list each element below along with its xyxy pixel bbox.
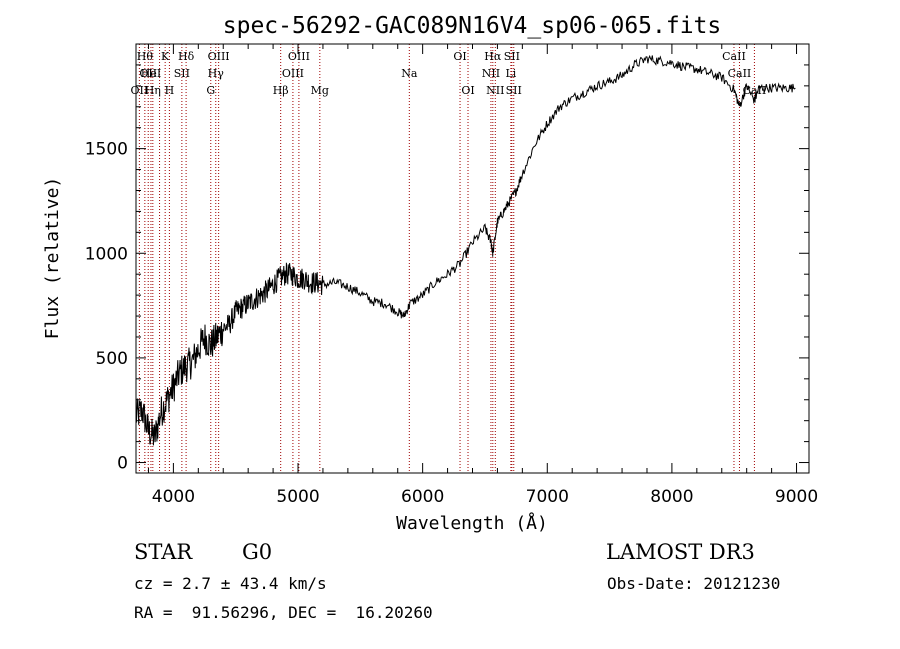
- y-tick-label-0: 0: [117, 454, 128, 474]
- line-label-4: Hη: [145, 84, 161, 97]
- line-label-27: CaII: [728, 67, 752, 80]
- redshift-info: cz = 2.7 ± 43.4 km/s: [134, 574, 327, 593]
- survey-name: LAMOST DR3: [606, 540, 755, 564]
- spectrum-series-line: [135, 54, 796, 446]
- line-label-14: OIII: [282, 67, 304, 80]
- line-label-2: OII: [131, 84, 149, 97]
- object-class: STAR: [134, 540, 193, 564]
- line-label-6: K: [161, 50, 170, 63]
- line-label-20: NII: [482, 67, 500, 80]
- y-axis-label: Flux (relative): [42, 177, 63, 340]
- x-tick-label-2: 6000: [401, 487, 444, 507]
- line-label-23: Li: [505, 67, 516, 80]
- plot-frame: [135, 43, 810, 474]
- line-label-8: SII: [174, 67, 190, 80]
- coordinates: RA = 91.56296, DEC = 16.20260: [134, 603, 433, 622]
- line-label-7: H: [165, 84, 175, 97]
- emission-line-labels: HθOIIOIIHeIHηKHSIIHδGHγOIIIHβOIIIOIIIMgN…: [131, 50, 767, 97]
- line-label-3: HeI: [141, 67, 161, 80]
- line-label-25: SII: [506, 84, 522, 97]
- line-label-21: Hα: [484, 50, 502, 63]
- x-tick-label-1: 5000: [276, 487, 319, 507]
- x-tick-label-5: 9000: [775, 487, 818, 507]
- chart-title: spec-56292-GAC089N16V4_sp06-065.fits: [223, 13, 722, 39]
- y-tick-label-3: 1500: [85, 140, 128, 160]
- y-tick-label-1: 500: [96, 349, 128, 369]
- line-label-11: Hγ: [208, 67, 225, 80]
- line-label-19: OI: [461, 84, 474, 97]
- line-label-13: Hβ: [273, 84, 289, 97]
- line-label-1: OII: [139, 67, 157, 80]
- x-axis-ticks: 4000 5000 6000 7000 8000 9000: [147, 44, 818, 507]
- y-tick-label-2: 1000: [85, 244, 128, 264]
- x-axis-label: Wavelength (Å): [396, 512, 548, 534]
- y-axis-ticks: 0 500 1000 1500: [85, 64, 809, 474]
- line-label-10: G: [206, 84, 215, 97]
- emission-line-markers: [138, 44, 755, 473]
- observation-date: Obs-Date: 20121230: [607, 574, 781, 593]
- line-label-22: NII: [486, 84, 504, 97]
- line-label-24: SII: [504, 50, 520, 63]
- line-label-18: OI: [453, 50, 466, 63]
- x-tick-label-3: 7000: [526, 487, 569, 507]
- line-label-9: Hδ: [178, 50, 195, 63]
- line-label-16: Mg: [311, 84, 329, 97]
- line-label-0: Hθ: [137, 50, 154, 63]
- line-label-15: OIII: [288, 50, 310, 63]
- spectral-subclass: G0: [242, 540, 273, 564]
- line-label-26: CaII: [722, 50, 746, 63]
- x-tick-label-0: 4000: [152, 487, 195, 507]
- line-label-17: Na: [401, 67, 418, 80]
- line-label-12: OIII: [208, 50, 230, 63]
- x-tick-label-4: 8000: [650, 487, 693, 507]
